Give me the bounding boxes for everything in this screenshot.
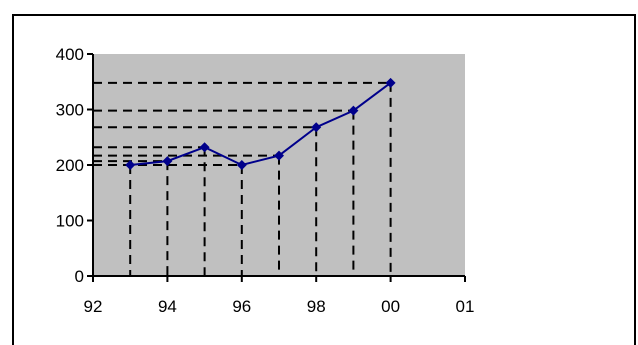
x-tick-label: 94 [158, 297, 177, 316]
axes: 0 100 200 300 400 92 94 96 98 00 01 [56, 45, 475, 316]
data-point-marker [162, 156, 173, 167]
data-point-marker [236, 160, 247, 170]
x-tick-label: 01 [456, 297, 475, 316]
data-point-marker [274, 150, 284, 161]
y-tick-label: 200 [56, 156, 84, 175]
data-point-marker [199, 142, 210, 153]
series-polyline [130, 82, 392, 167]
plot-area [93, 54, 465, 276]
x-tick-label: 98 [307, 297, 326, 316]
series-line [125, 77, 396, 170]
data-point-marker [311, 122, 322, 133]
y-tick-label: 400 [56, 45, 84, 64]
projection-lines [93, 81, 392, 276]
y-tick-label: 100 [56, 212, 84, 231]
y-tick-label: 0 [75, 267, 84, 286]
data-point-marker [385, 77, 396, 88]
data-point-marker [125, 160, 136, 170]
x-tick-label: 96 [232, 297, 251, 316]
x-tick-label: 92 [84, 297, 103, 316]
x-tick-label: 00 [381, 297, 400, 316]
y-tick-label: 300 [56, 101, 84, 120]
data-point-marker [348, 105, 359, 116]
chart-frame [12, 14, 636, 345]
